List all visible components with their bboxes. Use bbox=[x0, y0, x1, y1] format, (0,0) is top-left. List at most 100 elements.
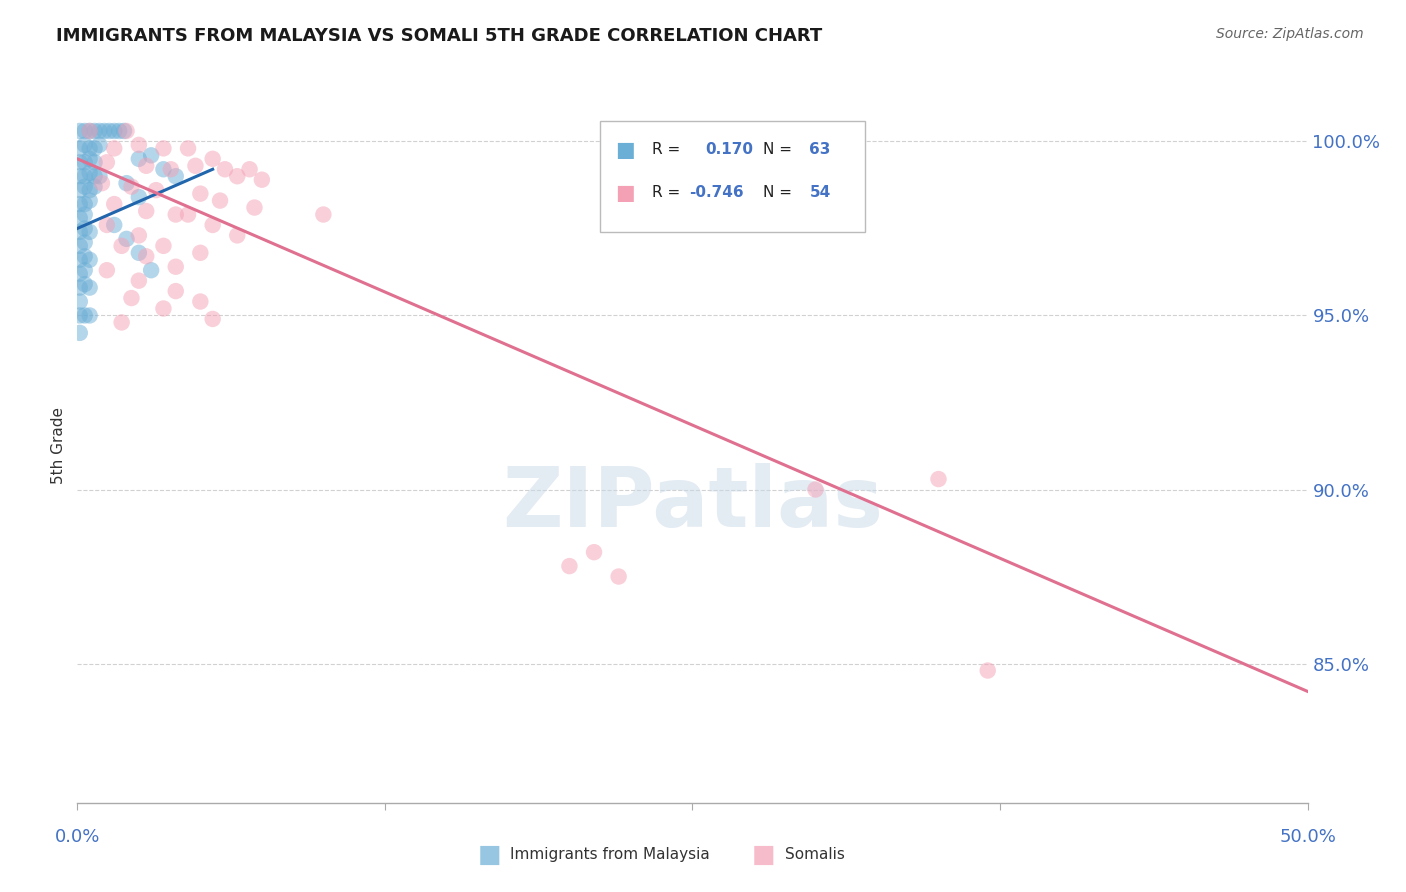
Text: 50.0%: 50.0% bbox=[1279, 828, 1336, 846]
Point bbox=[128, 137, 150, 152]
Point bbox=[96, 218, 118, 232]
Point bbox=[96, 155, 118, 169]
Text: Immigrants from Malaysia: Immigrants from Malaysia bbox=[510, 847, 710, 862]
Point bbox=[69, 280, 91, 294]
Point bbox=[152, 141, 174, 155]
Point bbox=[111, 239, 132, 253]
Point bbox=[73, 197, 96, 211]
Point bbox=[111, 315, 132, 329]
Point bbox=[79, 124, 101, 138]
Point bbox=[177, 141, 200, 155]
Point bbox=[73, 277, 96, 292]
Point bbox=[73, 169, 96, 184]
Point bbox=[73, 309, 96, 323]
Point bbox=[128, 152, 150, 166]
Point bbox=[250, 172, 273, 186]
Point bbox=[108, 124, 131, 138]
Point bbox=[69, 326, 91, 340]
Point bbox=[69, 211, 91, 225]
Point bbox=[928, 472, 950, 486]
Point bbox=[558, 559, 581, 574]
Point bbox=[79, 152, 101, 166]
Point bbox=[152, 239, 174, 253]
Point bbox=[209, 194, 232, 208]
Text: ■: ■ bbox=[614, 183, 634, 202]
Point bbox=[69, 294, 91, 309]
Point bbox=[165, 260, 187, 274]
Point bbox=[79, 124, 101, 138]
Text: 54: 54 bbox=[810, 186, 831, 200]
Point bbox=[83, 124, 105, 138]
Point bbox=[115, 176, 138, 190]
Point bbox=[128, 190, 150, 204]
Point bbox=[79, 225, 101, 239]
Point bbox=[201, 218, 224, 232]
Point bbox=[201, 312, 224, 326]
Text: Source: ZipAtlas.com: Source: ZipAtlas.com bbox=[1216, 27, 1364, 41]
Point bbox=[73, 179, 96, 194]
Point bbox=[177, 207, 200, 221]
Point bbox=[83, 141, 105, 155]
Point bbox=[69, 155, 91, 169]
Point bbox=[165, 207, 187, 221]
Point bbox=[69, 239, 91, 253]
Point bbox=[79, 280, 101, 294]
Point bbox=[73, 221, 96, 235]
Point bbox=[79, 309, 101, 323]
Point bbox=[69, 267, 91, 281]
Point bbox=[607, 569, 630, 583]
Point bbox=[188, 294, 212, 309]
Point bbox=[96, 263, 118, 277]
Point bbox=[145, 183, 167, 197]
Point bbox=[73, 137, 96, 152]
Point bbox=[73, 124, 96, 138]
Point bbox=[69, 124, 91, 138]
Text: ■: ■ bbox=[478, 843, 502, 866]
Point bbox=[165, 284, 187, 298]
Point bbox=[93, 124, 115, 138]
Point bbox=[89, 124, 111, 138]
Point bbox=[89, 137, 111, 152]
Point bbox=[804, 483, 827, 497]
Point bbox=[115, 124, 138, 138]
Text: N =: N = bbox=[762, 143, 792, 157]
FancyBboxPatch shape bbox=[600, 121, 865, 232]
Point bbox=[141, 148, 163, 162]
Point bbox=[73, 235, 96, 250]
Text: R =: R = bbox=[652, 186, 681, 200]
Text: ■: ■ bbox=[614, 140, 634, 160]
Y-axis label: 5th Grade: 5th Grade bbox=[51, 408, 66, 484]
Point bbox=[115, 232, 138, 246]
Point bbox=[112, 124, 135, 138]
Point bbox=[79, 141, 101, 155]
Point bbox=[73, 207, 96, 221]
Point bbox=[69, 183, 91, 197]
Point bbox=[214, 162, 236, 177]
Point bbox=[69, 225, 91, 239]
Point bbox=[69, 309, 91, 323]
Point bbox=[135, 249, 157, 263]
Point bbox=[128, 228, 150, 243]
Text: 0.170: 0.170 bbox=[704, 143, 752, 157]
Point bbox=[135, 204, 157, 219]
Point bbox=[90, 176, 114, 190]
Text: N =: N = bbox=[762, 186, 792, 200]
Text: 0.0%: 0.0% bbox=[55, 828, 100, 846]
Point bbox=[83, 169, 105, 184]
Point bbox=[73, 249, 96, 263]
Point bbox=[79, 194, 101, 208]
Text: IMMIGRANTS FROM MALAYSIA VS SOMALI 5TH GRADE CORRELATION CHART: IMMIGRANTS FROM MALAYSIA VS SOMALI 5TH G… bbox=[56, 27, 823, 45]
Text: ZIPatlas: ZIPatlas bbox=[502, 463, 883, 543]
Point bbox=[103, 124, 125, 138]
Point bbox=[135, 159, 157, 173]
Text: Somalis: Somalis bbox=[785, 847, 845, 862]
Point bbox=[98, 124, 121, 138]
Text: ■: ■ bbox=[752, 843, 776, 866]
Point bbox=[83, 155, 105, 169]
Point bbox=[977, 664, 1000, 678]
Point bbox=[152, 162, 174, 177]
Point bbox=[160, 162, 183, 177]
Point bbox=[121, 291, 143, 305]
Point bbox=[69, 141, 91, 155]
Point bbox=[69, 197, 91, 211]
